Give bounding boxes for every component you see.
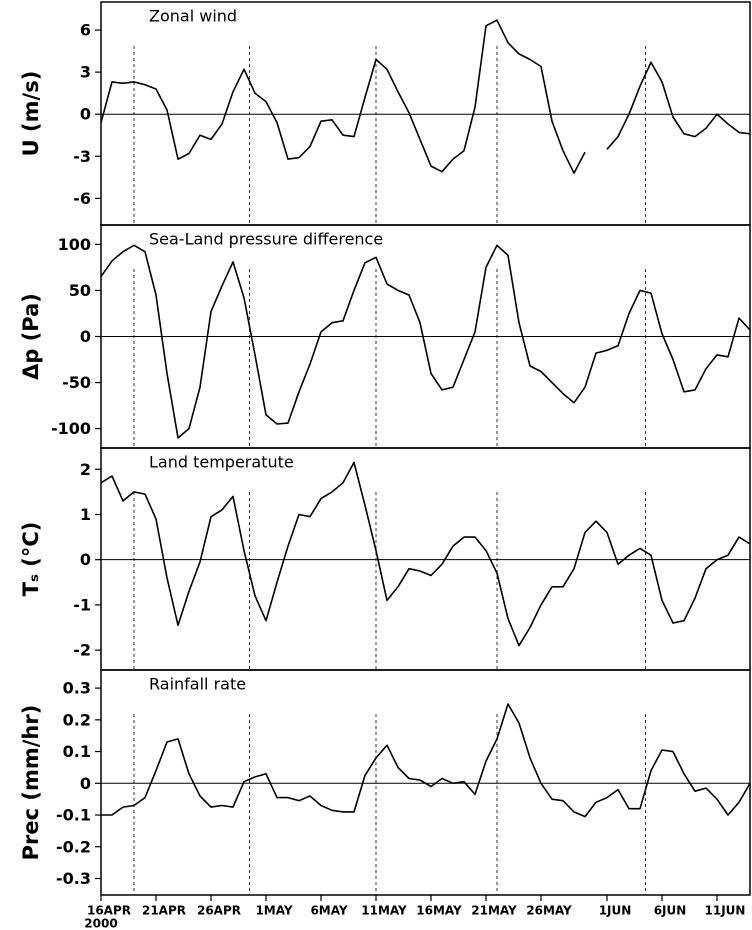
panel-title: Rainfall rate — [149, 675, 246, 694]
y-tick-label: 2 — [80, 460, 91, 479]
x-sublabel: 2000 — [84, 917, 117, 930]
data-line — [101, 703, 751, 818]
y-tick-label: 3 — [80, 63, 91, 82]
data-line — [606, 61, 751, 150]
panel-title: Land temperatute — [149, 453, 294, 472]
x-tick-label: 1MAY — [255, 904, 292, 918]
x-tick-label: 6JUN — [654, 904, 687, 918]
data-line — [100, 461, 751, 647]
panel-title: Zonal wind — [149, 7, 237, 26]
y-tick-label: 0 — [80, 774, 91, 793]
y-tick-label: -50 — [62, 373, 91, 392]
y-tick-label: -3 — [73, 147, 91, 166]
x-tick-label: 11MAY — [361, 904, 407, 918]
y-tick-label: -6 — [73, 189, 91, 208]
y-tick-label: -100 — [51, 419, 91, 438]
y-axis-label: Δp (Pa) — [19, 293, 43, 380]
y-tick-label: -0.1 — [56, 806, 91, 825]
y-tick-label: 100 — [58, 235, 91, 254]
y-axis-label: U (m/s) — [19, 71, 43, 157]
data-line — [100, 19, 586, 174]
y-tick-label: 0 — [80, 327, 91, 346]
y-tick-label: 6 — [80, 21, 91, 40]
y-tick-label: 0 — [80, 105, 91, 124]
data-line — [100, 244, 751, 439]
y-tick-label: 50 — [69, 281, 91, 300]
x-tick-label: 21APR — [142, 904, 186, 918]
y-tick-label: 0.2 — [63, 710, 91, 729]
y-tick-label: 0 — [80, 550, 91, 569]
x-tick-label: 26MAY — [526, 904, 572, 918]
x-tick-label: 6MAY — [310, 904, 347, 918]
y-tick-label: 0.1 — [63, 742, 91, 761]
y-tick-label: 0.3 — [63, 679, 91, 698]
y-tick-label: -1 — [73, 595, 91, 614]
y-tick-label: -0.2 — [56, 837, 91, 856]
y-tick-label: -0.3 — [56, 869, 91, 888]
x-tick-label: 11JUN — [705, 904, 746, 918]
x-tick-label: 1JUN — [599, 904, 632, 918]
y-tick-label: -2 — [73, 641, 91, 660]
x-tick-label: 26APR — [197, 904, 241, 918]
panel-frame — [100, 1, 751, 226]
panel-title: Sea-Land pressure difference — [149, 230, 383, 249]
x-tick-label: 16APR — [87, 904, 131, 918]
x-tick-label: 21MAY — [471, 904, 517, 918]
panel-frame — [100, 669, 751, 896]
y-axis-label: Prec (mm/hr) — [19, 705, 43, 861]
y-tick-label: 1 — [80, 505, 91, 524]
y-axis-label: Tₛ (°C) — [19, 522, 43, 597]
x-tick-label: 16MAY — [416, 904, 462, 918]
